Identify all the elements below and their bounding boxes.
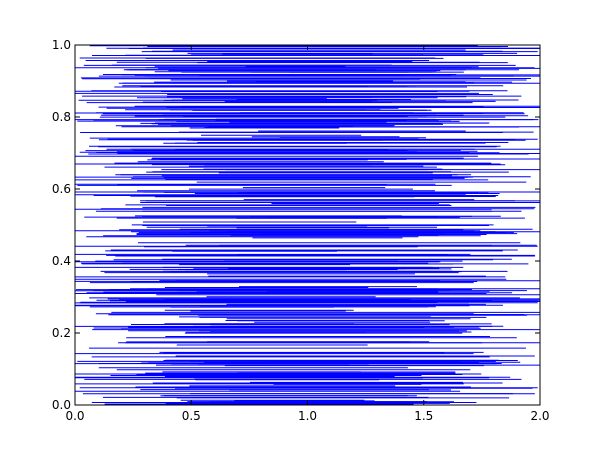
y-tick-label: 1.0 bbox=[52, 38, 71, 52]
y-tick-label: 0.0 bbox=[52, 398, 71, 412]
x-tick-label: 0.0 bbox=[65, 409, 84, 423]
y-tick-label: 0.6 bbox=[52, 182, 71, 196]
x-tick-label: 2.0 bbox=[530, 409, 549, 423]
data-segments bbox=[75, 44, 540, 406]
y-tick-label: 0.2 bbox=[52, 326, 71, 340]
x-tick-label: 0.5 bbox=[182, 409, 201, 423]
x-axis: 0.0 0.5 1.0 1.5 2.0 bbox=[65, 45, 550, 423]
y-axis: 0.0 0.2 0.4 0.6 0.8 1.0 bbox=[52, 38, 540, 412]
y-tick-label: 0.8 bbox=[52, 110, 71, 124]
x-tick-label: 1.0 bbox=[298, 409, 317, 423]
x-tick-label: 1.5 bbox=[414, 409, 433, 423]
y-tick-label: 0.4 bbox=[52, 254, 71, 268]
